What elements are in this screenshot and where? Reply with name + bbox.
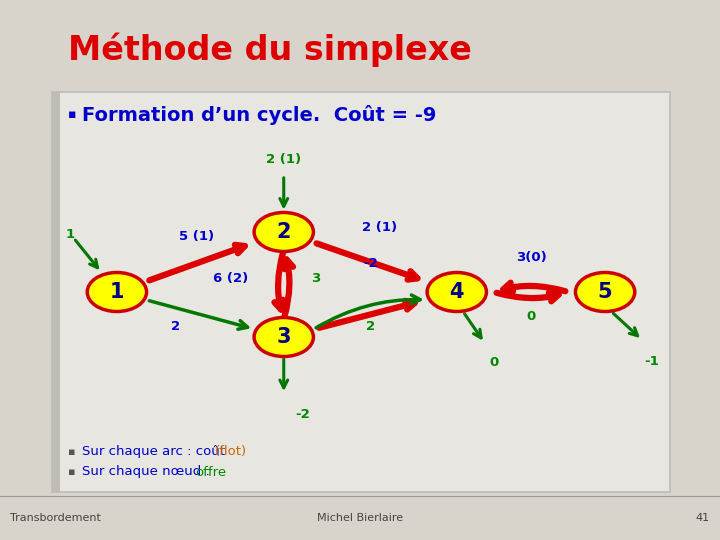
FancyArrowPatch shape [319,301,415,328]
Text: ▪: ▪ [68,467,76,477]
FancyBboxPatch shape [52,92,670,492]
Text: 2: 2 [276,222,291,242]
FancyArrowPatch shape [497,293,559,301]
FancyArrowPatch shape [284,259,293,316]
FancyArrowPatch shape [316,295,420,328]
Text: 0: 0 [526,310,536,323]
Text: 1: 1 [66,228,75,241]
Text: 2: 2 [366,320,375,333]
Text: 2: 2 [171,320,180,333]
Text: Sur chaque nœud :: Sur chaque nœud : [82,465,214,478]
Text: -1: -1 [644,355,659,368]
Text: 41: 41 [696,513,710,523]
Text: 1: 1 [109,282,124,302]
Text: offre: offre [195,465,226,478]
Text: 4: 4 [449,282,464,302]
Text: 5 (1): 5 (1) [179,230,214,243]
FancyBboxPatch shape [52,92,60,492]
FancyArrowPatch shape [317,244,418,280]
Text: Transbordement: Transbordement [10,513,101,523]
Text: Méthode du simplexe: Méthode du simplexe [68,33,472,68]
Text: -2: -2 [363,257,378,270]
Text: Sur chaque arc : coût: Sur chaque arc : coût [82,446,229,458]
Text: -2: -2 [295,408,310,421]
Text: Formation d’un cycle.  Coût = -9: Formation d’un cycle. Coût = -9 [82,105,436,125]
Ellipse shape [87,273,147,312]
Text: 2 (1): 2 (1) [362,220,397,233]
Text: 3: 3 [276,327,291,347]
FancyArrowPatch shape [149,245,245,280]
Text: ▪: ▪ [68,109,76,122]
FancyArrowPatch shape [503,282,565,291]
Text: 6 (2): 6 (2) [213,272,248,285]
Ellipse shape [575,273,635,312]
FancyArrowPatch shape [149,301,248,329]
FancyArrowPatch shape [274,253,283,309]
Text: 3: 3 [312,272,321,285]
Ellipse shape [427,273,487,312]
Text: (flot): (flot) [215,446,247,458]
Text: 2 (1): 2 (1) [266,153,301,166]
Text: ▪: ▪ [68,447,76,457]
Ellipse shape [254,213,313,252]
Text: 3(0): 3(0) [516,251,546,264]
Text: 5: 5 [598,282,613,302]
Text: 0: 0 [490,356,498,369]
Ellipse shape [254,318,313,356]
Text: Michel Bierlaire: Michel Bierlaire [317,513,403,523]
